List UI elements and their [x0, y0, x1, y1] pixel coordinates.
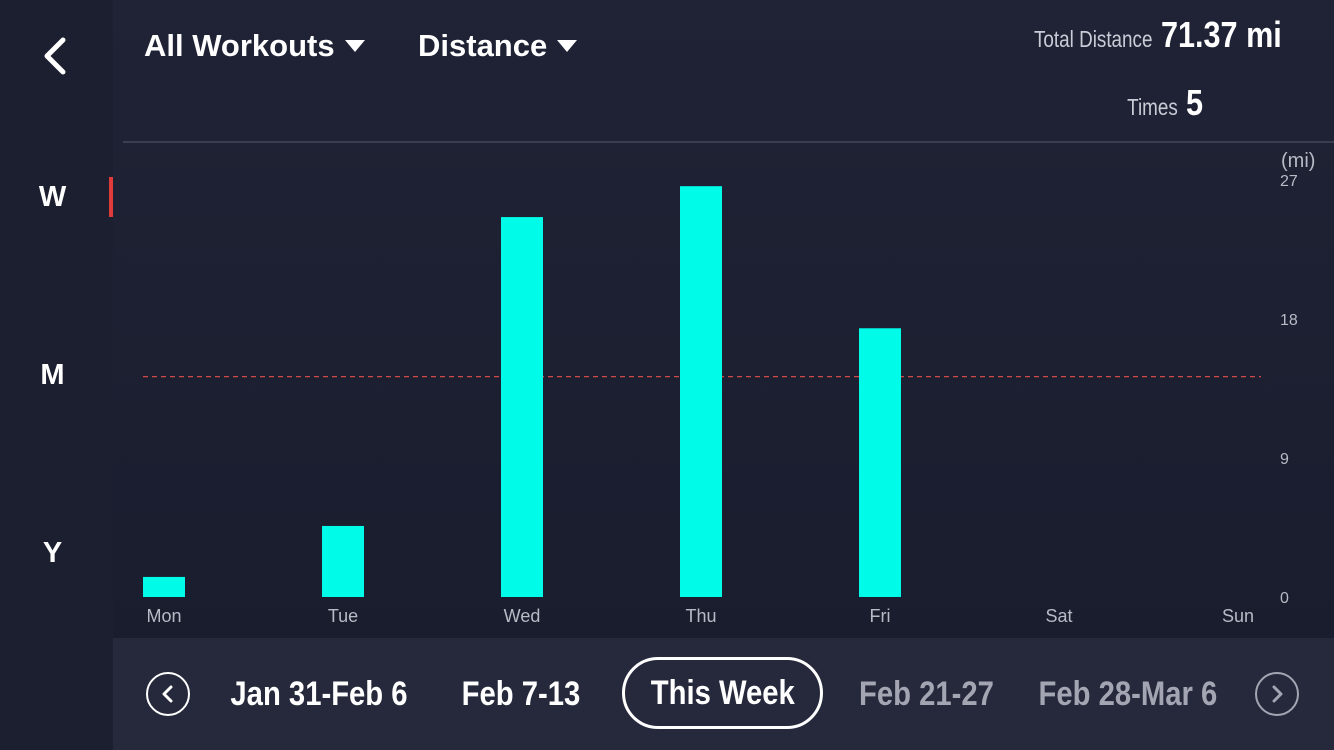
x-tick-label: Mon	[146, 606, 181, 626]
period-year[interactable]: Y	[0, 531, 113, 575]
chevron-right-icon	[1272, 685, 1283, 703]
y-tick-label: 0	[1280, 590, 1289, 607]
current-week-label: This Week	[650, 673, 795, 712]
sidebar: W M Y	[0, 0, 113, 750]
workout-filter-label: All Workouts	[144, 28, 335, 63]
period-week-label: W	[38, 180, 67, 213]
times-summary: Times 5	[1116, 82, 1206, 124]
week-label: Feb 21-27	[858, 674, 994, 713]
week-navigation-bar: Jan 31-Feb 6 Feb 7-13 This Week Feb 21-2…	[113, 638, 1334, 750]
metric-filter-label: Distance	[418, 28, 548, 63]
x-tick-label: Sat	[1045, 606, 1072, 626]
period-week[interactable]: W	[0, 175, 113, 219]
x-tick-label: Wed	[504, 606, 541, 626]
week-item[interactable]: Feb 7-13	[453, 664, 589, 724]
y-tick-label: 9	[1280, 451, 1289, 468]
bar	[680, 186, 722, 597]
main-panel: All Workouts Distance Total Distance 71.…	[113, 0, 1334, 638]
week-item[interactable]: Jan 31-Feb 6	[223, 664, 415, 724]
times-value: 5	[1185, 82, 1203, 123]
metric-filter-dropdown[interactable]: Distance	[418, 26, 578, 66]
y-tick-label: 18	[1280, 312, 1298, 329]
chevron-left-icon	[44, 37, 66, 75]
bar	[143, 576, 185, 597]
caret-down-icon	[557, 40, 578, 52]
back-button[interactable]	[30, 30, 82, 82]
x-tick-label: Fri	[870, 606, 891, 626]
bar	[322, 525, 364, 597]
next-week-button[interactable]	[1255, 672, 1299, 716]
total-distance-label: Total Distance	[1034, 26, 1153, 52]
prev-week-button[interactable]	[146, 672, 190, 716]
y-tick-label: 27	[1280, 173, 1298, 190]
caret-down-icon	[344, 40, 365, 52]
current-week-item[interactable]: This Week	[622, 657, 823, 729]
total-distance-value: 71.37 mi	[1160, 14, 1282, 55]
period-year-label: Y	[42, 536, 63, 569]
total-distance-summary: Total Distance 71.37 mi	[1008, 14, 1303, 56]
week-label: Feb 28-Mar 6	[1038, 674, 1218, 713]
selected-period-indicator	[109, 177, 113, 217]
y-unit-label: (mi)	[1281, 150, 1315, 172]
bar	[859, 328, 901, 597]
week-label: Feb 7-13	[461, 674, 581, 713]
week-item[interactable]: Feb 28-Mar 6	[1031, 664, 1225, 724]
week-item[interactable]: Feb 21-27	[853, 664, 999, 724]
week-label: Jan 31-Feb 6	[230, 674, 408, 713]
times-label: Times	[1127, 94, 1178, 120]
x-tick-label: Thu	[685, 606, 716, 626]
period-month-label: M	[40, 358, 65, 391]
chevron-left-icon	[162, 685, 173, 703]
period-month[interactable]: M	[0, 353, 113, 397]
distance-bar-chart: Mon Tue Wed Thu Fri Sat Sun 0 9 18 27(mi)	[143, 150, 1315, 626]
header-divider	[123, 141, 1334, 143]
x-tick-label: Sun	[1222, 606, 1254, 626]
x-tick-label: Tue	[328, 606, 358, 626]
bar	[501, 217, 543, 598]
workout-filter-dropdown[interactable]: All Workouts	[144, 26, 365, 66]
